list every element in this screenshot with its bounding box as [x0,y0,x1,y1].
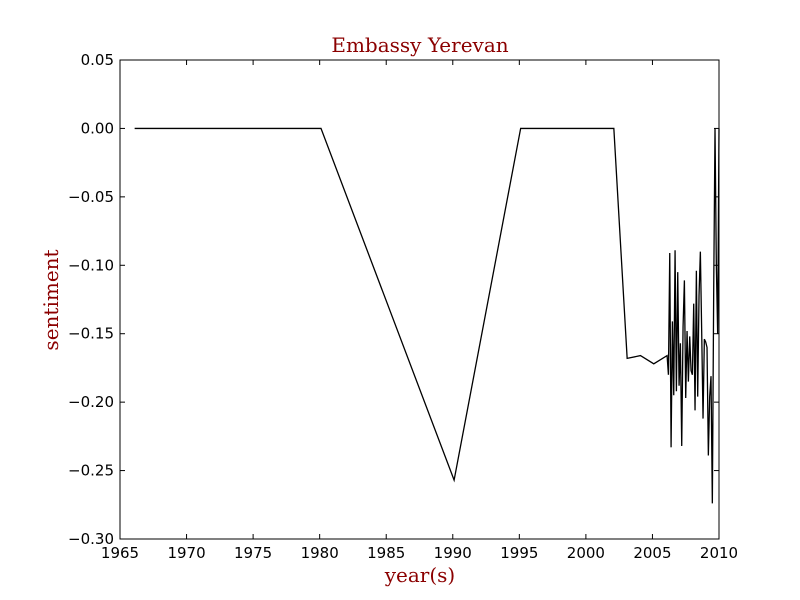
y-tick-label: −0.30 [68,530,114,548]
y-tick-label: 0.00 [81,119,114,137]
plot-frame [119,59,720,540]
y-tick-label: −0.10 [68,256,114,274]
y-axis-label: sentiment [39,249,63,350]
y-tick-label: −0.15 [68,325,114,343]
x-tick-label: 2010 [700,544,738,562]
y-tick-label: −0.20 [68,393,114,411]
x-tick-label: 1965 [101,544,139,562]
y-axis-ticks: 0.05 0.00 −0.05 −0.10 −0.15 −0.20 −0.25 −0.30 [68,51,719,548]
series-line-sentiment [134,127,720,504]
chart-title: Embassy Yerevan [331,33,508,57]
x-axis-ticks: 1965 1970 1975 1980 1985 1990 1995 2000 2005 2010 [101,60,738,562]
x-tick-label: 1970 [167,544,205,562]
x-tick-label: 2000 [567,544,605,562]
x-tick-label: 2005 [633,544,671,562]
x-tick-label: 1995 [500,544,538,562]
x-tick-label: 1980 [301,544,339,562]
y-tick-label: −0.05 [68,188,114,206]
plot-area [119,59,720,540]
y-tick-label: 0.05 [81,51,114,69]
x-tick-label: 1990 [434,544,472,562]
x-tick-label: 1975 [234,544,272,562]
x-axis-label: year(s) [384,563,456,587]
y-tick-label: −0.25 [68,462,114,480]
x-tick-label: 1985 [367,544,405,562]
